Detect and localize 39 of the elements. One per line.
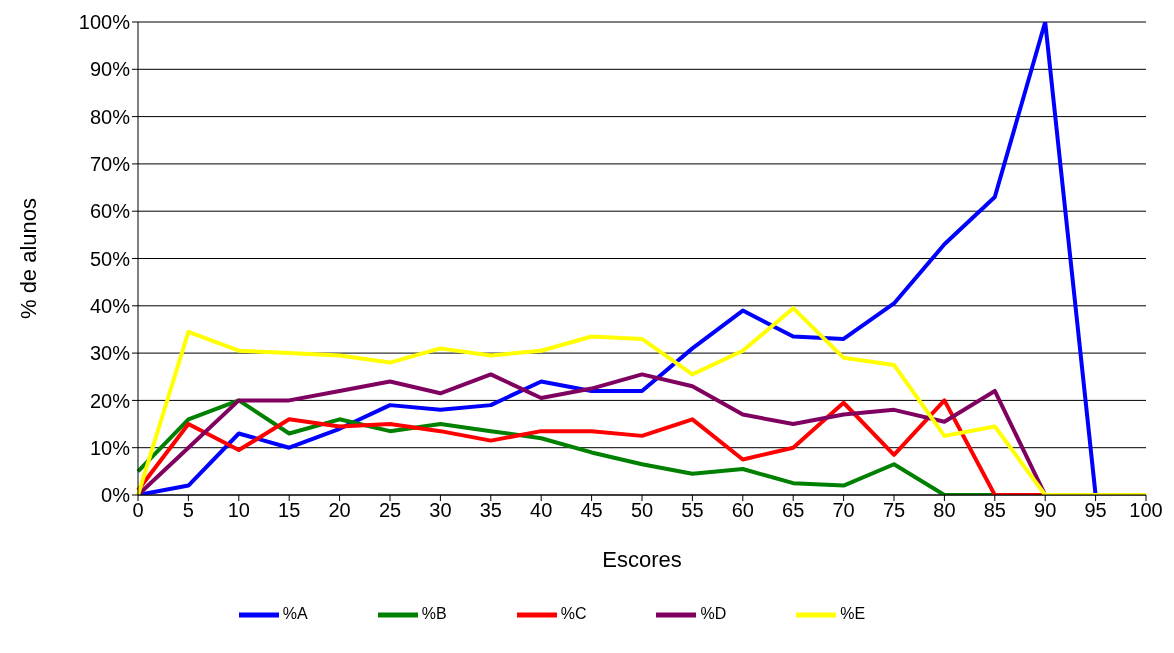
x-tick-label: 50	[630, 499, 654, 522]
x-tick-label: 80	[933, 499, 956, 522]
y-tick-label: 30%	[89, 342, 131, 365]
x-tick-label: 15	[278, 499, 301, 522]
x-tick-label: 10	[227, 499, 250, 522]
legend-label: %A	[282, 605, 308, 623]
x-tick-label: 55	[681, 499, 704, 522]
x-tick-label: 0	[132, 499, 144, 522]
legend-label: %C	[560, 605, 587, 623]
y-tick-label: 100%	[78, 11, 131, 34]
y-tick-label: 10%	[89, 436, 131, 459]
x-tick-label: 45	[580, 499, 603, 522]
legend-label: %B	[421, 605, 447, 623]
y-tick-label: 70%	[89, 153, 131, 175]
x-tick-label: 60	[731, 499, 754, 522]
x-axis-title: Escores	[602, 547, 682, 572]
y-tick-label: 50%	[89, 247, 131, 270]
y-tick-label: 40%	[89, 294, 131, 317]
x-tick-label: 25	[378, 499, 402, 522]
x-tick-label: 85	[983, 499, 1006, 522]
y-tick-label: 20%	[89, 389, 131, 412]
x-tick-label: 75	[882, 499, 906, 522]
x-tick-label: 70	[832, 499, 855, 522]
x-tick-label: 100	[1129, 499, 1163, 522]
x-tick-label: 35	[479, 499, 502, 522]
x-tick-label: 65	[782, 499, 805, 522]
x-tick-label: 5	[182, 499, 194, 522]
legend-label: %D	[700, 605, 727, 623]
x-tick-label: 95	[1084, 499, 1107, 522]
y-tick-label: 80%	[89, 105, 131, 128]
y-tick-label: 60%	[89, 200, 131, 223]
x-tick-label: 40	[530, 499, 553, 522]
legend-label: %E	[840, 605, 866, 623]
y-tick-label: 90%	[89, 58, 131, 81]
y-axis-title: % de alunos	[15, 197, 41, 320]
y-tick-label: 0%	[101, 484, 131, 507]
x-tick-label: 30	[429, 499, 452, 522]
x-tick-label: 20	[328, 499, 351, 522]
x-tick-label: 90	[1034, 499, 1057, 522]
